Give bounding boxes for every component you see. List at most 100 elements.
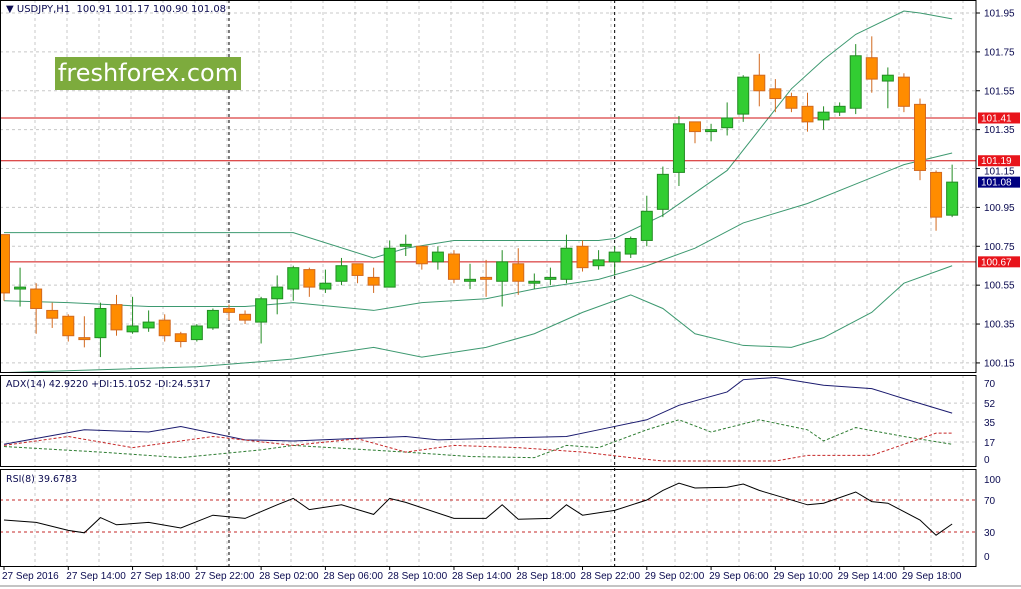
level-price-tag [978, 155, 1020, 167]
bullish-candle [190, 325, 203, 341]
bearish-candle [576, 245, 589, 269]
bearish-candle [110, 304, 123, 331]
adx-axis-label: 35 [984, 418, 996, 429]
bullish-candle [544, 276, 557, 280]
adx-line [3, 376, 953, 445]
bullish-candle [640, 210, 653, 241]
ohlc-readout: 100.91 101.17 100.90 101.08 [76, 4, 227, 15]
level-price-label: 101.41 [981, 113, 1012, 124]
bullish-candle [528, 280, 541, 284]
bullish-candle [496, 261, 509, 282]
bollinger-lower-band [8, 265, 953, 372]
adx-axis-label: 70 [984, 379, 996, 390]
bullish-candle [287, 267, 300, 290]
bullish-candle [737, 76, 750, 115]
time-axis-label: 27 Sep 14:00 [66, 571, 126, 582]
minus-di-line [3, 432, 953, 462]
bullish-candle [206, 309, 219, 329]
adx-indicator-label: ADX(14) 42.9220 +DI:15.1052 -DI:24.5317 [6, 379, 211, 390]
bullish-candle [319, 282, 332, 290]
bullish-candle [14, 286, 27, 290]
bearish-candle [447, 253, 460, 280]
bullish-candle [255, 298, 268, 323]
adx-axis-label: 52 [984, 399, 996, 410]
bearish-candle [689, 121, 702, 133]
bearish-candle [351, 263, 364, 276]
panel-border [0, 469, 977, 567]
bullish-candle [431, 251, 444, 263]
bullish-candle [833, 105, 846, 113]
time-axis-label: 29 Sep 14:00 [838, 571, 898, 582]
bullish-candle [126, 325, 139, 333]
bearish-candle [480, 276, 493, 280]
time-axis-label: 28 Sep 06:00 [323, 571, 383, 582]
bullish-candle [849, 55, 862, 109]
plus-di-line [3, 419, 953, 459]
rsi-axis-label: 0 [984, 552, 990, 563]
bearish-candle [46, 309, 59, 319]
bearish-candle [865, 57, 878, 80]
bullish-candle [335, 265, 348, 282]
bearish-candle [367, 276, 380, 286]
price-axis-label: 100.75 [984, 242, 1015, 253]
price-axis-label: 101.15 [984, 167, 1015, 178]
price-axis-label: 101.55 [984, 86, 1015, 97]
time-axis-label: 29 Sep 18:00 [902, 571, 962, 582]
bullish-candle [271, 286, 284, 300]
symbol-label: USDJPY,H1 [16, 4, 71, 15]
panel-border [0, 0, 977, 373]
bearish-candle [222, 307, 235, 313]
adx-axis-label: 0 [984, 455, 990, 466]
time-axis-label: 27 Sep 18:00 [131, 571, 191, 582]
bearish-candle [174, 333, 187, 343]
time-axis-label: 29 Sep 02:00 [645, 571, 705, 582]
bullish-candle [399, 243, 412, 247]
bullish-candle [560, 247, 573, 280]
bullish-candle [946, 181, 959, 216]
bearish-candle [30, 288, 43, 309]
bullish-candle [592, 259, 605, 267]
bearish-candle [769, 88, 782, 100]
bearish-candle [930, 171, 943, 218]
level-price-tag [978, 256, 1020, 268]
bullish-candle [705, 129, 718, 133]
bullish-candle [881, 74, 894, 82]
bullish-candle [464, 278, 477, 282]
bearish-candle [512, 263, 525, 282]
bullish-candle [608, 251, 621, 263]
time-axis-label: 27 Sep 22:00 [195, 571, 255, 582]
bullish-candle [672, 123, 685, 173]
bollinger-upper-band [4, 10, 953, 259]
adx-axis-label: 17 [984, 438, 996, 449]
price-axis-label: 101.95 [984, 9, 1015, 20]
current-price-label: 101.08 [981, 178, 1012, 189]
level-price-tag [978, 112, 1020, 124]
rsi-indicator-label: RSI(8) 39.6783 [6, 474, 78, 485]
chart-header: ▼ USDJPY,H1 100.91 101.17 100.90 101.08 [6, 4, 226, 15]
price-axis-label: 101.35 [984, 125, 1015, 136]
time-axis-label: 28 Sep 14:00 [452, 571, 512, 582]
bearish-candle [78, 337, 91, 341]
collapse-triangle-icon[interactable]: ▼ [6, 4, 14, 15]
rsi-axis-label: 70 [984, 496, 996, 507]
bearish-candle [62, 315, 75, 337]
price-axis-label: 100.95 [984, 203, 1015, 214]
time-axis-label: 28 Sep 10:00 [388, 571, 448, 582]
price-axis-label: 100.15 [984, 358, 1015, 369]
time-axis-label: 28 Sep 02:00 [259, 571, 319, 582]
bullish-candle [94, 307, 107, 339]
bullish-candle [721, 117, 734, 129]
bullish-candle [624, 238, 637, 255]
bullish-candle [383, 247, 396, 288]
bullish-candle [817, 111, 830, 121]
bearish-candle [415, 245, 428, 265]
price-axis-label: 100.35 [984, 320, 1015, 331]
time-axis-label: 29 Sep 10:00 [773, 571, 833, 582]
bearish-candle [0, 234, 10, 294]
rsi-line [3, 482, 953, 536]
bullish-candle [656, 173, 669, 210]
price-axis-label: 101.75 [984, 47, 1015, 58]
price-axis-label: 100.55 [984, 281, 1015, 292]
time-axis-label: 27 Sep 2016 [2, 571, 59, 582]
